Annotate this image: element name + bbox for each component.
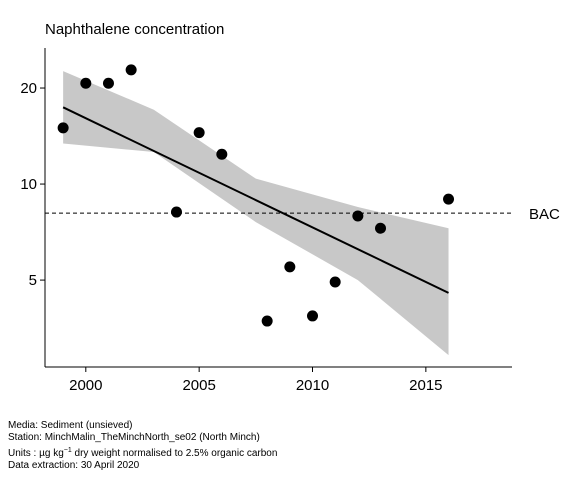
- x-tick-label: 2015: [409, 377, 442, 394]
- data-point: [125, 64, 137, 76]
- units-exponent: −1: [64, 447, 72, 454]
- data-point: [57, 122, 69, 134]
- y-tick-label: 5: [29, 272, 37, 289]
- reference-label: BAC: [529, 206, 560, 223]
- units-text: Units : µg kg: [8, 448, 64, 459]
- footer-station: Station: MinchMalin_TheMinchNorth_se02 (…: [8, 432, 260, 443]
- y-tick-label: 20: [20, 80, 37, 97]
- data-point: [375, 222, 387, 234]
- data-point: [261, 315, 273, 327]
- data-point: [102, 77, 114, 89]
- chart-title: Naphthalene concentration: [45, 21, 224, 38]
- x-tick-label: 2005: [182, 377, 215, 394]
- y-tick-label: 10: [20, 176, 37, 193]
- footer-extraction: Data extraction: 30 April 2020: [8, 460, 140, 471]
- units-text: dry weight normalised to 2.5% organic ca…: [72, 448, 278, 459]
- data-point: [307, 310, 319, 322]
- x-tick-label: 2000: [69, 377, 102, 394]
- data-point: [284, 261, 296, 273]
- footer-units: Units : µg kg−1 dry weight normalised to…: [8, 447, 277, 459]
- data-point: [193, 127, 205, 139]
- footer-media: Media: Sediment (unsieved): [8, 420, 133, 431]
- data-point: [216, 148, 228, 160]
- data-point: [352, 210, 364, 222]
- data-point: [329, 276, 341, 288]
- data-point: [443, 193, 455, 205]
- data-point: [170, 206, 182, 218]
- data-point: [80, 77, 92, 89]
- trend-line: [62, 106, 449, 294]
- x-tick-label: 2010: [296, 377, 329, 394]
